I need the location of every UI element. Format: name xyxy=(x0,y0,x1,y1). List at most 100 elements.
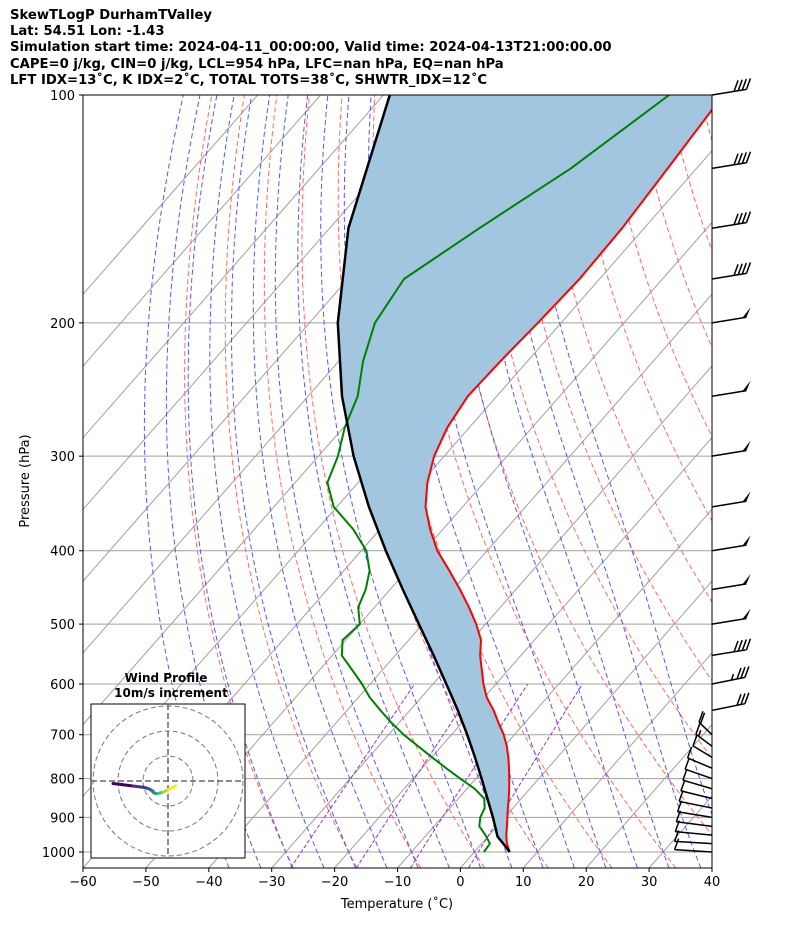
hodograph-segment xyxy=(111,782,125,787)
wind-barb-full xyxy=(745,262,752,274)
wind-barb-flag xyxy=(742,491,751,502)
temperature-profile xyxy=(424,108,712,853)
dry-adiabat xyxy=(224,95,358,868)
wind-barb-full xyxy=(737,639,743,652)
wind-barb-half xyxy=(730,673,735,681)
moist-adiabat xyxy=(392,95,575,868)
wind-barb-staff xyxy=(711,500,747,508)
wind-barb-staff xyxy=(711,449,747,457)
mixing-ratio-line xyxy=(468,683,583,868)
wind-barb xyxy=(711,440,751,457)
wind-barb-full xyxy=(741,78,748,91)
wind-barb-full xyxy=(699,712,706,724)
cape-shading xyxy=(337,95,712,852)
wind-barb xyxy=(676,800,713,819)
hodograph-segment xyxy=(131,784,145,789)
wind-barb xyxy=(686,746,713,769)
mixing-ratio-line xyxy=(409,683,529,868)
y-tick-label: 800 xyxy=(50,773,75,788)
wind-barb-staff xyxy=(711,649,747,657)
isotherm-line xyxy=(585,723,712,868)
wind-barb xyxy=(692,734,713,759)
wind-barb xyxy=(711,535,751,552)
dry-adiabat xyxy=(765,95,794,868)
hodograph-plot xyxy=(91,704,245,858)
wind-barb-full xyxy=(678,790,684,802)
wind-barb-staff xyxy=(692,745,713,759)
wind-barb-full xyxy=(745,211,752,223)
wind-barb xyxy=(711,380,751,397)
wind-barb-full xyxy=(745,78,752,90)
wind-barb xyxy=(678,790,713,809)
wind-barb-full xyxy=(745,638,752,651)
wind-barb-full xyxy=(744,666,750,678)
wind-barb-flag xyxy=(742,535,751,546)
hodograph-segment xyxy=(121,783,135,788)
isotherm-line xyxy=(83,95,447,511)
wind-barb-full xyxy=(737,152,743,165)
y-tick-label: 400 xyxy=(50,545,75,560)
wind-barb-full xyxy=(741,262,748,275)
isotherm-line xyxy=(83,95,259,295)
wind-barb xyxy=(698,710,713,736)
isotherm-line xyxy=(83,95,321,367)
dry-adiabat xyxy=(733,95,794,868)
stability-parameters: CAPE=0 j/kg, CIN=0 j/kg, LCL=954 hPa, LF… xyxy=(10,56,504,72)
isotherm-line xyxy=(397,508,712,868)
wind-barb-full xyxy=(733,80,739,92)
wind-barb-flag xyxy=(742,608,751,620)
wind-barb xyxy=(711,491,751,508)
x-tick-label: −20 xyxy=(321,875,348,890)
moist-adiabat xyxy=(442,95,638,868)
isotherm-line xyxy=(208,293,712,868)
wind-barb-staff xyxy=(674,840,713,845)
moist-adiabat xyxy=(297,95,450,868)
wind-barb xyxy=(711,692,750,712)
y-tick-label: 600 xyxy=(50,678,75,693)
wind-barb-staff xyxy=(711,161,747,170)
x-tick-label: 0 xyxy=(456,875,464,890)
y-tick-label: 700 xyxy=(50,729,75,744)
stability-indices: LFT IDX=13˚C, K IDX=2˚C, TOTAL TOTS=38˚C… xyxy=(10,72,488,88)
wind-barb-full xyxy=(745,151,752,163)
wind-barb-staff xyxy=(682,779,713,790)
wind-barb-full xyxy=(737,263,743,275)
wind-barb xyxy=(684,757,713,780)
wind-barb-full xyxy=(698,710,704,723)
hodograph-segment xyxy=(171,784,177,789)
wind-barb-full xyxy=(740,693,746,705)
isotherm-line xyxy=(522,652,712,868)
moist-adiabat xyxy=(494,95,702,868)
wind-barb-full xyxy=(673,838,680,850)
wind-barb-staff xyxy=(680,790,713,800)
wind-barb-full xyxy=(737,212,743,225)
wind-barb-staff xyxy=(711,316,747,324)
wind-barb xyxy=(711,78,752,96)
wind-barb-staff xyxy=(674,848,713,853)
wind-barb-flag xyxy=(742,380,751,392)
wind-barb-staff xyxy=(711,272,747,280)
dry-adiabat xyxy=(634,95,712,349)
dry-adiabat xyxy=(536,95,712,603)
y-tick-label: 300 xyxy=(50,450,75,465)
wind-barb-full xyxy=(741,212,748,224)
moist-adiabat xyxy=(274,95,419,868)
isotherm-line xyxy=(648,795,712,868)
wind-barb-full xyxy=(733,213,739,225)
chart-header: SkewTLogP DurhamTValley Lat: 54.51 Lon: … xyxy=(10,8,612,89)
wind-barb-full xyxy=(684,757,690,770)
wind-barb-full xyxy=(741,639,748,651)
isotherm-line xyxy=(334,436,712,868)
wind-barb-full xyxy=(736,694,742,706)
wind-barb-staff xyxy=(678,800,713,809)
wind-barb-flag xyxy=(742,573,751,585)
wind-barb xyxy=(673,838,713,853)
station-location: Lat: 54.51 Lon: -1.43 xyxy=(10,24,165,40)
x-tick-label: −30 xyxy=(258,875,285,890)
dry-adiabat xyxy=(263,95,422,868)
wind-barb xyxy=(711,262,752,280)
wind-barb-full xyxy=(682,768,688,781)
y-tick-label: 1000 xyxy=(42,846,75,861)
wind-barb-staff xyxy=(687,757,713,769)
